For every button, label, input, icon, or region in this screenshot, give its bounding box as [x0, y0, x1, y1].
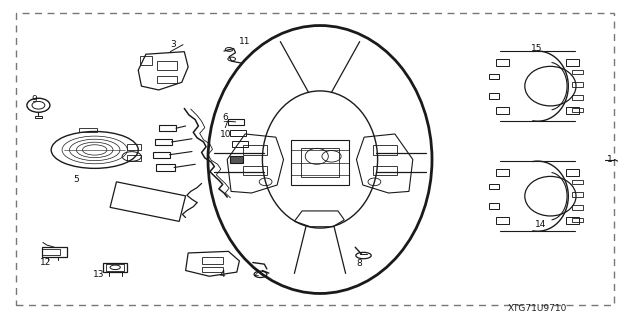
- Text: 14: 14: [535, 220, 547, 229]
- Text: 8: 8: [357, 259, 362, 268]
- Text: 6: 6: [223, 113, 228, 122]
- Text: 10: 10: [220, 130, 231, 139]
- FancyBboxPatch shape: [230, 156, 243, 163]
- Text: 11: 11: [239, 37, 251, 46]
- Text: 12: 12: [40, 258, 52, 267]
- Text: XTG71U9710: XTG71U9710: [508, 304, 567, 313]
- Text: 2: 2: [253, 269, 259, 278]
- Text: 1: 1: [607, 155, 612, 164]
- Text: 9: 9: [32, 95, 37, 104]
- Text: 7: 7: [223, 121, 228, 130]
- Text: 13: 13: [93, 270, 105, 279]
- Text: 15: 15: [531, 44, 542, 53]
- Text: 4: 4: [220, 271, 225, 279]
- Text: 5: 5: [74, 175, 79, 184]
- Text: 3: 3: [170, 40, 175, 48]
